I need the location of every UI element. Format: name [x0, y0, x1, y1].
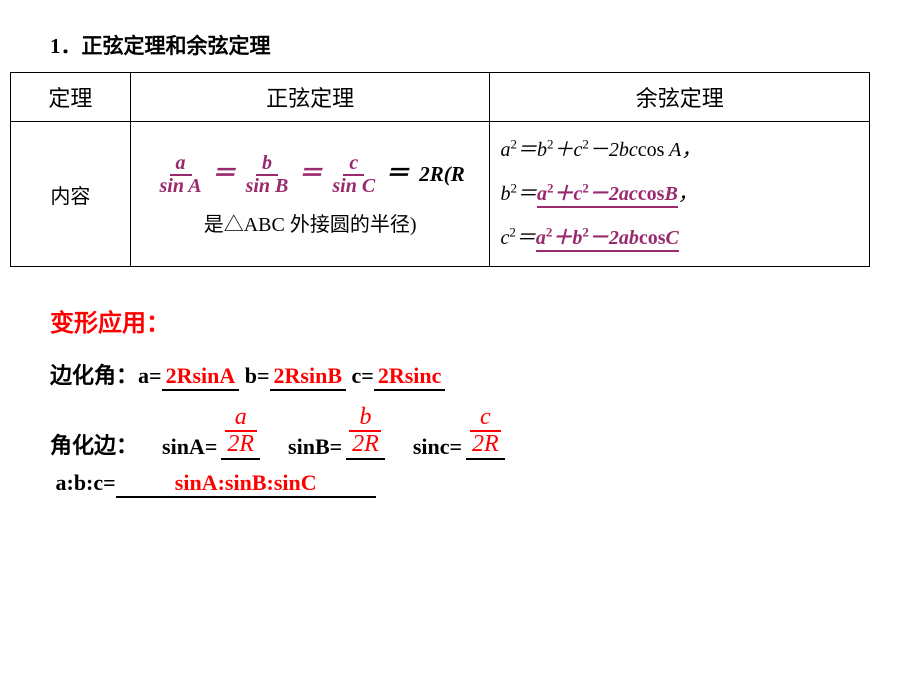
b-equals: b=: [239, 363, 269, 388]
frac-den: sin C: [328, 176, 379, 197]
cos-b-tail: ，: [678, 183, 698, 205]
cos-line-b: b2＝a2＋c2－2accosB，: [500, 172, 859, 216]
transform-heading: 变形应用：: [50, 303, 880, 338]
angle-to-edge-label: 角化边：: [50, 428, 138, 460]
cos-line-a: a2＝b2＋c2－2bccos A，: [500, 128, 859, 172]
sine-tail: 2R(R: [419, 155, 465, 195]
sinA-item: sinA= a 2R: [162, 405, 264, 460]
equals-sign: ＝: [294, 152, 326, 198]
sine-law-cell: a sin A ＝ b sin B ＝ c sin C ＝ 2R(R: [130, 122, 490, 267]
frac-den: sin B: [242, 176, 293, 197]
frac-num: c: [343, 153, 364, 176]
frac-b-2R: b 2R: [346, 405, 385, 460]
header-theorem: 定理: [11, 73, 131, 122]
ratio-line: a:b:c=sinA:sinB:sinC: [50, 470, 880, 498]
c-equals: c=: [346, 363, 374, 388]
edge-to-angle-label: 边化角：: [50, 363, 138, 388]
frac-a-2R: a 2R: [221, 405, 260, 460]
angle-to-edge-line: 角化边： sinA= a 2R sinB= b 2R sinc= c 2R: [50, 405, 880, 460]
header-cosine: 余弦定理: [490, 73, 870, 122]
cosine-law-cell: a2＝b2＋c2－2bccos A， b2＝a2＋c2－2accosB， c2＝…: [490, 122, 870, 267]
sinB-item: sinB= b 2R: [288, 405, 389, 460]
frac-num: b: [256, 153, 278, 176]
blank-b: 2RsinB: [270, 363, 346, 391]
frac-den: 2R: [346, 432, 385, 457]
frac-num: a: [170, 153, 192, 176]
frac-num: c: [470, 405, 501, 432]
frac-den: 2R: [221, 432, 260, 457]
ratio-blank: sinA:sinB:sinC: [116, 470, 376, 498]
cos-c-lhs: c2＝: [500, 227, 535, 249]
cos-a-formula: a2＝b2＋c2－2bccos A，: [500, 139, 701, 161]
equals-sign: ＝: [208, 152, 240, 198]
edge-to-angle-line: 边化角：a=2RsinA b=2RsinB c=2Rsinc: [50, 358, 880, 391]
equals-sign: ＝: [381, 152, 413, 198]
frac-c-2R: c 2R: [466, 405, 505, 460]
blank-c: 2Rsinc: [374, 363, 446, 391]
frac-b-sinB: b sin B: [242, 153, 293, 197]
ratio-lhs: a:b:c=: [56, 470, 116, 495]
sinC-lhs: sinc=: [413, 434, 462, 460]
frac-den: sin A: [156, 176, 206, 197]
theorem-table: 定理 正弦定理 余弦定理 内容 a sin A ＝ b sin B ＝: [10, 72, 870, 267]
sine-radius-note: 是△ABC 外接圆的半径): [141, 206, 480, 244]
cos-b-lhs: b2＝: [500, 183, 537, 205]
cos-line-c: c2＝a2＋b2－2abcosC: [500, 216, 859, 260]
frac-num: b: [349, 405, 381, 432]
table-content-row: 内容 a sin A ＝ b sin B ＝ c sin C: [11, 122, 870, 267]
blank-a: 2RsinA: [162, 363, 240, 391]
cos-c-rhs: a2＋b2－2abcosC: [536, 227, 679, 252]
sinC-item: sinc= c 2R: [413, 405, 509, 460]
frac-c-sinC: c sin C: [328, 153, 379, 197]
a-equals: a=: [138, 363, 162, 388]
sine-fraction-chain: a sin A ＝ b sin B ＝ c sin C ＝ 2R(R: [156, 152, 465, 198]
table-header-row: 定理 正弦定理 余弦定理: [11, 73, 870, 122]
sinB-lhs: sinB=: [288, 434, 342, 460]
section-title: 1．正弦定理和余弦定理: [50, 30, 880, 60]
cos-b-rhs: a2＋c2－2accosB: [537, 183, 678, 208]
frac-a-sinA: a sin A: [156, 153, 206, 197]
frac-den: 2R: [466, 432, 505, 457]
row-label-content: 内容: [11, 122, 131, 267]
slide-page: 1．正弦定理和余弦定理 定理 正弦定理 余弦定理 内容 a sin A ＝ b …: [0, 0, 920, 518]
header-sine: 正弦定理: [130, 73, 490, 122]
frac-num: a: [225, 405, 257, 432]
sinA-lhs: sinA=: [162, 434, 217, 460]
